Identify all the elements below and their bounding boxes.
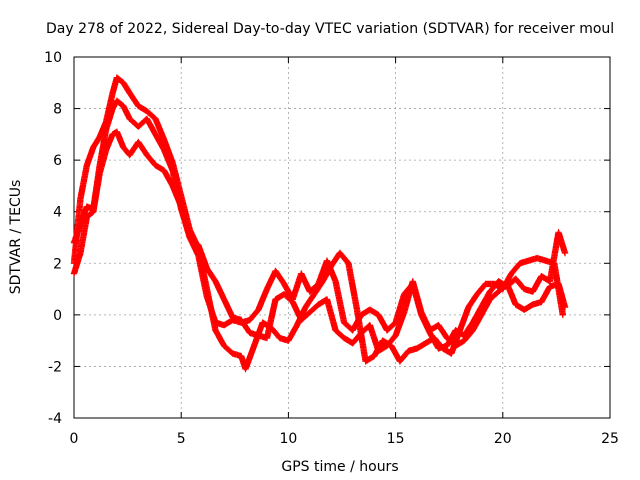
y-tick-label: 4 — [53, 205, 62, 221]
grid — [74, 57, 610, 418]
plot-frame — [73, 56, 611, 419]
series-track-b — [70, 97, 569, 352]
tick-labels: 0 5 10 15 20 25 -4 -2 0 2 4 6 8 10 — [44, 50, 619, 447]
x-tick-label: 15 — [387, 431, 405, 447]
data-series — [70, 74, 569, 373]
y-tick-label: 2 — [53, 256, 62, 272]
y-axis-label: SDTVAR / TECUs — [8, 180, 24, 295]
x-tick-label: 10 — [279, 431, 297, 447]
y-tick-label: -4 — [48, 411, 62, 427]
series-track-c — [70, 128, 569, 355]
y-tick-label: 6 — [53, 153, 62, 169]
y-tick-label: 0 — [53, 308, 62, 324]
x-tick-label: 0 — [70, 431, 79, 447]
chart-title: Day 278 of 2022, Sidereal Day-to-day VTE… — [46, 21, 614, 37]
x-tick-label: 25 — [601, 431, 619, 447]
x-tick-label: 5 — [177, 431, 186, 447]
x-axis-label: GPS time / hours — [281, 459, 398, 475]
x-tick-label: 20 — [494, 431, 512, 447]
axis-ticks — [73, 56, 611, 419]
data-points-track-b — [70, 97, 569, 352]
y-tick-label: 8 — [53, 102, 62, 118]
y-tick-label: 10 — [44, 50, 62, 66]
data-points-track-c — [70, 128, 569, 355]
y-tick-label: -2 — [48, 359, 62, 375]
